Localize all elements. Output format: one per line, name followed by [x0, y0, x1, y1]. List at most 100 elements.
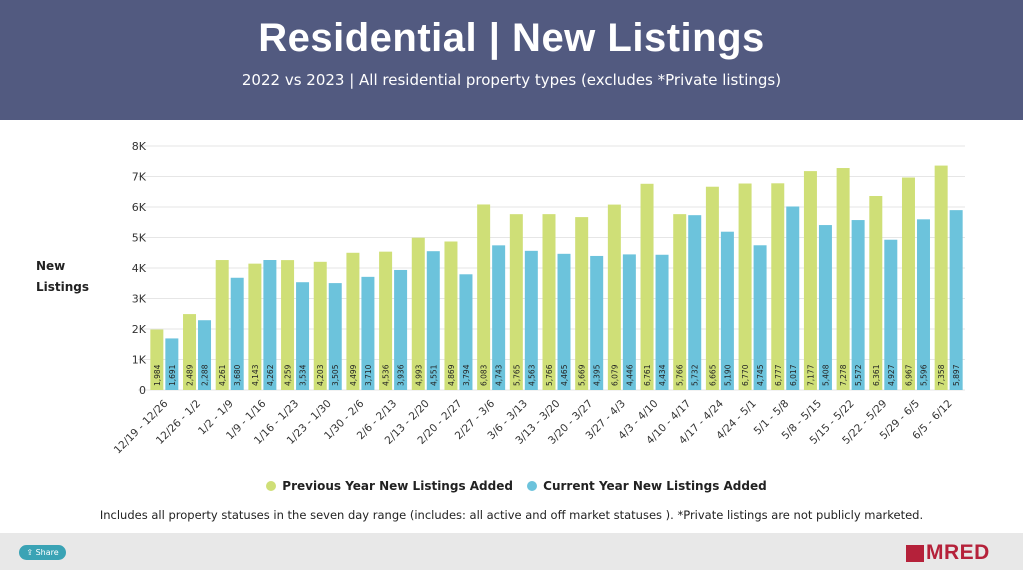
- share-label: Share: [35, 548, 59, 557]
- bar-current: [688, 215, 702, 390]
- bar-current: [394, 269, 408, 390]
- legend-label-current: Current Year New Listings Added: [543, 479, 767, 493]
- data-label: 1,691: [168, 364, 177, 386]
- data-label: 4,261: [218, 364, 227, 386]
- y-tick-label: 3K: [132, 293, 147, 306]
- y-tick-label: 2K: [132, 323, 147, 336]
- bar-previous: [150, 329, 164, 390]
- bar-previous: [640, 183, 654, 390]
- bar-current: [492, 245, 506, 390]
- legend-label-previous: Previous Year New Listings Added: [282, 479, 513, 493]
- data-label: 5,190: [723, 364, 732, 386]
- y-tick-label: 5K: [132, 232, 147, 245]
- data-label: 4,262: [266, 364, 275, 386]
- bar-previous: [803, 171, 817, 390]
- bar-previous: [901, 177, 915, 390]
- data-label: 7,177: [806, 364, 815, 386]
- data-label: 2,489: [186, 364, 195, 386]
- share-icon: ⇪: [26, 548, 36, 557]
- share-button[interactable]: ⇪ Share: [19, 545, 66, 560]
- data-label: 5,572: [854, 364, 863, 386]
- y-tick-label: 7K: [132, 171, 147, 184]
- bar-current: [590, 255, 604, 390]
- bar-current: [655, 254, 669, 390]
- y-tick-label: 0: [139, 384, 146, 397]
- data-label: 4,143: [251, 364, 260, 386]
- bar-previous: [183, 314, 197, 390]
- data-label: 4,743: [495, 364, 504, 386]
- data-label: 4,259: [284, 364, 293, 386]
- y-tick-label: 4K: [132, 262, 147, 275]
- data-label: 6,665: [708, 364, 717, 386]
- data-label: 4,869: [447, 364, 456, 386]
- bar-current: [818, 225, 832, 390]
- bar-previous: [379, 251, 393, 390]
- bar-current: [916, 219, 930, 390]
- logo-mark-icon: [906, 544, 924, 562]
- bar-current: [622, 254, 636, 390]
- data-label: 4,745: [756, 364, 765, 386]
- bar-previous: [771, 183, 785, 390]
- data-label: 5,732: [691, 364, 700, 386]
- data-label: 3,505: [331, 364, 340, 386]
- bar-current: [884, 239, 898, 390]
- bar-previous: [281, 260, 295, 390]
- data-label: 5,765: [512, 364, 521, 386]
- y-tick-label: 1K: [132, 354, 147, 367]
- bar-current: [230, 277, 244, 390]
- bar-current: [426, 251, 440, 390]
- data-label: 4,434: [658, 364, 667, 386]
- data-label: 5,766: [676, 364, 685, 386]
- data-label: 3,794: [462, 364, 471, 386]
- bar-previous: [346, 252, 360, 390]
- data-label: 1,984: [153, 364, 162, 386]
- data-label: 4,563: [527, 364, 536, 386]
- data-label: 4,499: [349, 364, 358, 386]
- bar-current: [296, 282, 310, 390]
- data-label: 7,278: [839, 364, 848, 386]
- data-label: 6,967: [904, 364, 913, 386]
- bar-current: [786, 206, 800, 390]
- bar-previous: [542, 214, 556, 390]
- bar-current: [851, 220, 865, 390]
- bar-previous: [607, 204, 621, 390]
- bar-previous: [444, 241, 458, 390]
- data-label: 3,534: [299, 364, 308, 386]
- data-label: 4,395: [593, 364, 602, 386]
- bar-current: [720, 231, 734, 390]
- y-axis-label: New Listings: [36, 259, 90, 294]
- data-label: 5,669: [578, 364, 587, 386]
- y-tick-label: 8K: [132, 140, 147, 153]
- bar-previous: [509, 214, 523, 390]
- bar-current: [361, 276, 375, 390]
- bar-previous: [215, 260, 229, 390]
- bar-previous: [836, 168, 850, 390]
- bar-previous: [673, 214, 687, 390]
- data-label: 3,710: [364, 364, 373, 386]
- x-tick-label: 12/19 - 12/26: [112, 397, 171, 456]
- bar-current: [263, 260, 277, 390]
- footnote: Includes all property statuses in the se…: [99, 508, 924, 522]
- footer: ⇪ Share MRED: [0, 533, 1023, 570]
- data-label: 5,596: [919, 364, 928, 386]
- data-label: 7,358: [937, 364, 946, 386]
- bar-previous: [869, 195, 883, 390]
- bar-current: [198, 320, 212, 390]
- y-tick-label: 6K: [132, 201, 147, 214]
- data-label: 4,203: [316, 364, 325, 386]
- data-label: 4,551: [429, 364, 438, 386]
- data-label: 6,083: [480, 364, 489, 386]
- mred-logo: MRED: [906, 541, 990, 564]
- bar-current: [753, 245, 767, 390]
- bar-previous: [477, 204, 491, 390]
- data-label: 4,993: [414, 364, 423, 386]
- bar-current: [557, 253, 571, 390]
- bar-previous: [313, 261, 327, 390]
- data-label: 5,766: [545, 364, 554, 386]
- data-label: 6,761: [643, 364, 652, 386]
- bar-chart: 0 1K 2K 3K 4K 5K 6K 7K 8K 1,984 1,691 12/19 - 12/26…: [112, 140, 965, 456]
- data-label: 4,465: [560, 364, 569, 386]
- bar-previous: [575, 217, 589, 390]
- bar-previous: [411, 237, 425, 390]
- data-label: 6,017: [789, 364, 798, 386]
